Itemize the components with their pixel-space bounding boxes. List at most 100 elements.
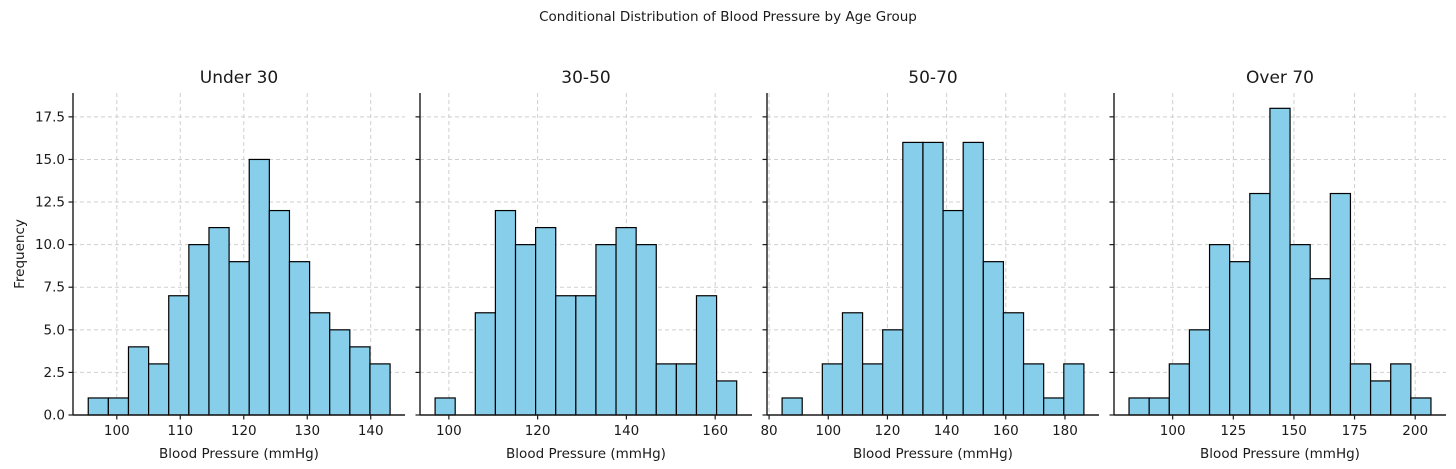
hist-bar [434,397,456,416]
x-axis-label: Blood Pressure (mmHg) [853,446,1013,462]
panel-30-50: 100 120 140 160 30-50 Blood Pressure (mmHg) [415,68,752,462]
y-tick-label: 15.0 [35,152,65,168]
hist-bar [308,312,331,416]
hist-bar [861,363,884,416]
x-tick-label: 80 [760,423,777,439]
hist-bar [695,295,718,416]
x-tick-label: 180 [1052,423,1078,439]
hist-bar [902,141,924,416]
x-tick-label: 120 [525,423,551,439]
hist-bar [1269,107,1291,416]
hist-bar [1410,397,1432,416]
hist-bar [1148,397,1170,416]
y-tick-label: 2.5 [44,365,65,381]
x-axis-label: Blood Pressure (mmHg) [1200,446,1360,462]
hist-bar [148,363,170,416]
hist-bar [982,261,1005,416]
hist-bar [1309,278,1331,416]
x-tick-label: 120 [875,423,901,439]
hist-bar [615,226,637,416]
x-tick-label: 120 [231,423,257,439]
x-tick-label: 125 [1220,423,1246,439]
panel-title: 50-70 [908,68,957,88]
x-tick-label: 140 [358,423,384,439]
hist-bar [494,209,517,416]
hist-bar [655,363,677,416]
hist-bar [555,295,577,416]
hist-bar [635,244,657,416]
hist-bar [535,226,557,416]
y-tick-label: 12.5 [35,195,65,211]
hist-bar [474,312,497,416]
panel-title: Under 30 [200,68,279,88]
hist-bar [1063,363,1085,416]
hist-bar [1022,363,1045,416]
hist-bar [1168,363,1191,416]
hist-bar [248,158,270,416]
hist-bar [821,363,844,416]
hist-bar [595,244,617,416]
x-tick-label: 150 [1281,423,1307,439]
x-tick-label: 140 [613,423,639,439]
y-tick-label: 17.5 [35,109,65,125]
x-tick-label: 200 [1402,423,1428,439]
hist-bar [841,312,864,416]
hist-bar [228,261,250,416]
x-tick-label: 100 [104,423,130,439]
x-tick-label: 160 [702,423,728,439]
hist-bar [1188,329,1211,416]
hist-bar [288,261,311,416]
panel-title: Over 70 [1246,68,1314,88]
hist-bar [514,244,537,416]
panel-under-30: 0.0 2.5 5.0 7.5 10.0 12.5 15.0 17.5 100 110 120 130… [12,68,405,462]
hist-bar [107,397,130,416]
x-tick-label: 140 [934,423,960,439]
x-tick-label: 100 [1160,423,1186,439]
x-axis-label: Blood Pressure (mmHg) [506,446,666,462]
x-tick-label: 110 [167,423,193,439]
panel-50-70: 80 100 120 140 160 180 50-70 Blood Pressure (mm… [760,68,1099,462]
hist-bar [1329,192,1352,416]
hist-bar [1128,397,1150,416]
hist-bar [882,329,904,416]
x-axis-label: Blood Pressure (mmHg) [159,446,319,462]
y-tick-label: 5.0 [44,322,65,338]
x-tick-label: 100 [436,423,462,439]
hist-bar [127,346,150,416]
hist-bar [1390,363,1412,416]
hist-bar [1289,244,1311,416]
hist-bar [168,295,190,416]
hist-bar [922,141,944,416]
y-tick-label: 0.0 [44,408,65,424]
hist-bar [1349,363,1372,416]
hist-bar [1002,312,1025,416]
hist-bar [188,244,210,416]
y-axis-label: Frequency [12,219,28,289]
x-tick-label: 160 [993,423,1019,439]
x-tick-label: 130 [294,423,320,439]
x-tick-label: 175 [1342,423,1368,439]
panel-title: 30-50 [561,68,610,88]
hist-bar [369,363,391,416]
x-tick-label: 100 [815,423,841,439]
hist-bar [675,363,698,416]
hist-bar [1249,192,1271,416]
figure-title: Conditional Distribution of Blood Pressu… [539,9,917,25]
hist-bar [942,209,964,416]
hist-bar [329,329,351,416]
hist-bar [87,397,109,416]
hist-bar [781,397,803,416]
hist-bar [962,141,984,416]
hist-bar [1043,397,1065,416]
hist-bar [575,295,597,416]
hist-bar [268,209,291,416]
hist-bar [1208,244,1231,416]
y-tick-label: 7.5 [44,280,65,296]
hist-bar [349,346,371,416]
panel-over-70: 100 125 150 175 200 Over 70 Blood Pressure (mm… [1109,68,1446,462]
hist-bar [715,380,738,416]
y-tick-label: 10.0 [35,237,65,253]
hist-bar [1229,261,1251,416]
